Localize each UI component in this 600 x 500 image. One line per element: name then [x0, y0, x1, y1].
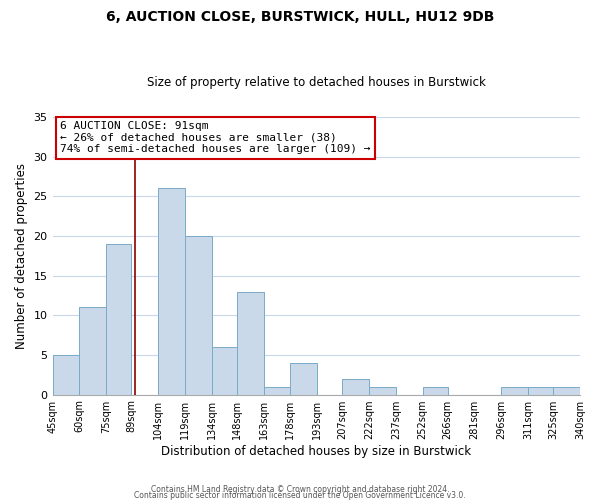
Bar	[369, 386, 396, 394]
Bar	[237, 292, 263, 395]
Text: 6, AUCTION CLOSE, BURSTWICK, HULL, HU12 9DB: 6, AUCTION CLOSE, BURSTWICK, HULL, HU12 …	[106, 10, 494, 24]
Text: Contains public sector information licensed under the Open Government Licence v3: Contains public sector information licen…	[134, 490, 466, 500]
Bar	[342, 378, 369, 394]
Title: Size of property relative to detached houses in Burstwick: Size of property relative to detached ho…	[147, 76, 486, 90]
Bar	[263, 386, 290, 394]
Bar	[106, 244, 131, 394]
Bar	[502, 386, 528, 394]
Y-axis label: Number of detached properties: Number of detached properties	[15, 163, 28, 349]
Bar	[212, 347, 237, 395]
Bar	[185, 236, 212, 394]
Bar	[158, 188, 185, 394]
Bar	[528, 386, 553, 394]
X-axis label: Distribution of detached houses by size in Burstwick: Distribution of detached houses by size …	[161, 444, 472, 458]
Text: 6 AUCTION CLOSE: 91sqm
← 26% of detached houses are smaller (38)
74% of semi-det: 6 AUCTION CLOSE: 91sqm ← 26% of detached…	[61, 121, 371, 154]
Bar	[290, 363, 317, 394]
Bar	[422, 386, 448, 394]
Bar	[53, 355, 79, 395]
Bar	[79, 308, 106, 394]
Text: Contains HM Land Registry data © Crown copyright and database right 2024.: Contains HM Land Registry data © Crown c…	[151, 484, 449, 494]
Bar	[553, 386, 580, 394]
